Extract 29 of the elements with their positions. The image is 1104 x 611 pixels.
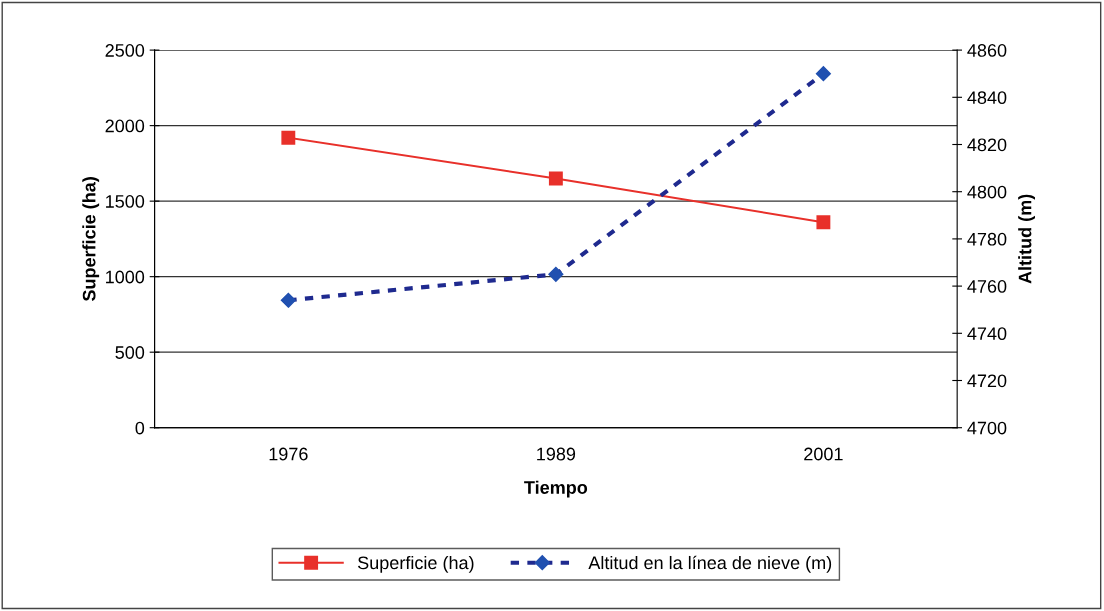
y2-tick-label: 4760 xyxy=(967,280,1007,293)
point xyxy=(280,292,296,308)
legend-label: Altitud en la línea de nieve (m) xyxy=(588,555,832,573)
point xyxy=(815,66,831,82)
point xyxy=(816,215,831,230)
y-tick-label: 500 xyxy=(115,346,145,359)
y-tick-label: 0 xyxy=(135,421,145,435)
y-tick-label: 2000 xyxy=(105,119,145,133)
point xyxy=(548,171,563,186)
legend-label: Superficie (ha) xyxy=(357,555,474,573)
point xyxy=(281,130,296,145)
y2-tick-label: 4840 xyxy=(967,91,1007,105)
y2-tick-label: 4800 xyxy=(967,185,1007,199)
y2-tick-label: 4780 xyxy=(967,232,1007,246)
y2-tick-label: 4820 xyxy=(967,138,1007,152)
point xyxy=(548,266,564,282)
y2-tick-label: 4720 xyxy=(967,374,1007,388)
y-tick-label: 1500 xyxy=(106,195,145,208)
y2-axis-title: Altitud (m) xyxy=(1018,194,1035,284)
x-tick-label: 1976 xyxy=(269,447,308,461)
y2-tick-label: 4740 xyxy=(967,327,1007,341)
y2-tick-label: 4860 xyxy=(967,44,1007,57)
y2-tick-label: 4700 xyxy=(967,421,1007,435)
y-tick-label: 1000 xyxy=(106,270,145,284)
x-tick-label: 2001 xyxy=(804,447,843,461)
y-axis-title: Superficie (ha) xyxy=(82,177,100,302)
y-tick-label: 2500 xyxy=(105,44,145,57)
x-tick-label: 1989 xyxy=(537,447,576,461)
x-axis-title: Tiempo xyxy=(524,480,588,498)
